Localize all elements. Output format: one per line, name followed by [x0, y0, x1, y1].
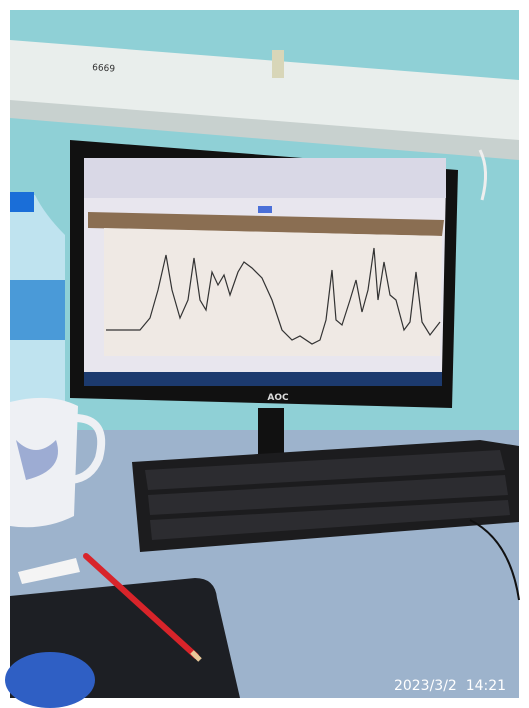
scene: 6669 AOC	[5, 10, 520, 708]
chart-plot	[104, 228, 442, 356]
pencil	[83, 553, 199, 659]
mug-handle	[70, 414, 106, 484]
toolbar-button	[258, 206, 272, 213]
taskbar	[84, 372, 442, 386]
timestamp: 2023/3/2 14:21	[394, 678, 506, 694]
shelf-edge	[10, 100, 519, 160]
shelf	[10, 40, 519, 150]
eraser	[18, 558, 80, 584]
pencil-tip	[190, 650, 202, 662]
screen-spectrum	[106, 247, 441, 345]
mouse	[5, 652, 95, 708]
shelf-label: 6669	[92, 63, 116, 75]
monitor-stand	[258, 408, 284, 456]
screen-toolbar	[84, 158, 446, 198]
mug-pattern	[16, 440, 58, 480]
shelf-object	[272, 50, 284, 78]
bottle-cap	[10, 192, 34, 212]
keyboard-keys	[145, 450, 510, 540]
bottle-label	[10, 280, 65, 340]
monitor-brand: AOC	[267, 393, 289, 403]
cable	[469, 519, 520, 601]
cable	[478, 149, 487, 201]
